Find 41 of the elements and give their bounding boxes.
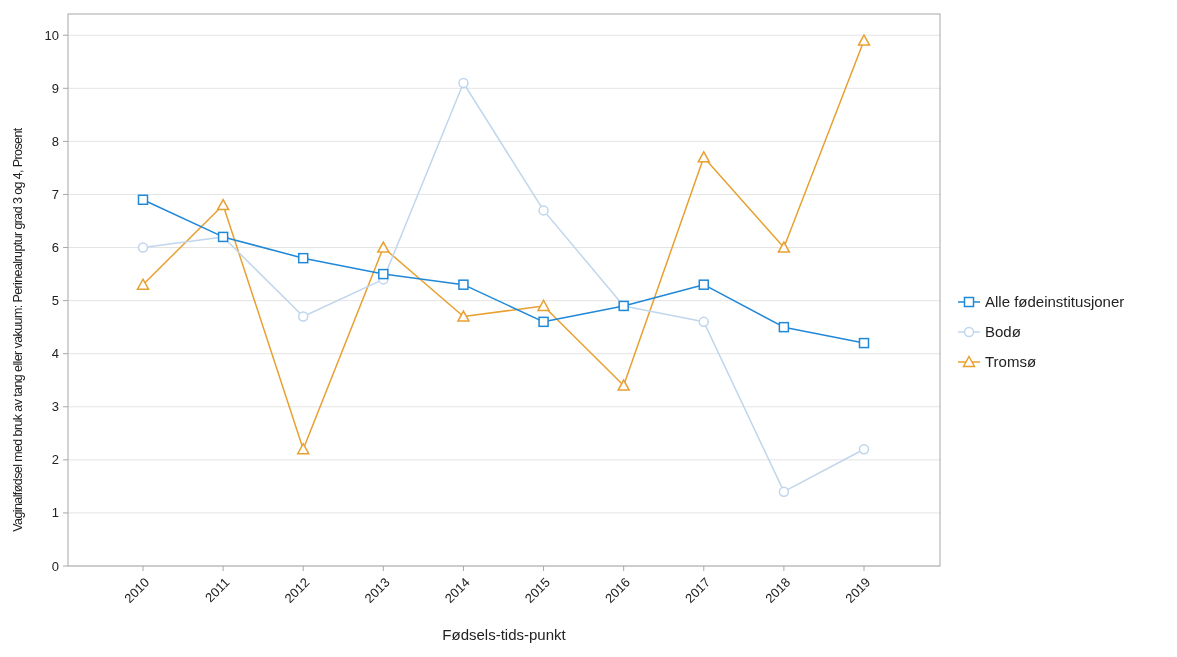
- point: [296, 442, 310, 455]
- point: [378, 268, 389, 280]
- y-tick-label: 9: [51, 80, 59, 96]
- point: [538, 316, 549, 328]
- y-tick-label: 8: [51, 133, 59, 149]
- x-axis-title: Fødsels-tids-punkt: [442, 626, 567, 643]
- point: [537, 299, 550, 312]
- point: [858, 337, 870, 349]
- y-tick-label: 2: [51, 452, 59, 468]
- point: [697, 151, 711, 163]
- point: [778, 321, 790, 333]
- point: [137, 242, 149, 253]
- y-tick-label: 4: [51, 346, 59, 362]
- point: [297, 252, 309, 264]
- point: [216, 198, 230, 211]
- point: [698, 279, 710, 290]
- y-tick-label: 0: [51, 558, 59, 574]
- point: [538, 205, 549, 216]
- point: [617, 379, 630, 391]
- y-tick-label: 3: [51, 399, 59, 415]
- point: [377, 241, 390, 253]
- point: [698, 316, 710, 328]
- y-tick-label: 7: [51, 187, 59, 203]
- legend-label: Alle fødeinstitusjoner: [985, 293, 1125, 311]
- y-tick-label: 5: [51, 293, 59, 309]
- point: [457, 310, 470, 322]
- point: [137, 194, 149, 206]
- point: [778, 486, 790, 497]
- legend-label: Tromsø: [985, 353, 1037, 371]
- point: [297, 311, 309, 322]
- point: [458, 279, 469, 290]
- point: [136, 278, 150, 290]
- legend-label: Bodø: [985, 323, 1021, 341]
- point: [458, 77, 469, 89]
- y-tick-label: 10: [44, 27, 59, 43]
- y-tick-label: 1: [51, 505, 59, 521]
- point: [777, 241, 791, 253]
- point: [858, 443, 870, 455]
- point: [857, 34, 871, 46]
- y-tick-label: 6: [51, 240, 59, 256]
- y-axis-title: Vaginalfødsel med bruk av tang eller vakuum: Perinealruptur grad 3 og 4, Prosent: [11, 127, 25, 532]
